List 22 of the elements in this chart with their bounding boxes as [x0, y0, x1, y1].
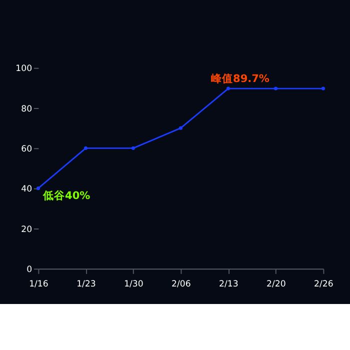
- point: [84, 146, 88, 150]
- y-tick-label: 20: [21, 224, 32, 235]
- y-tick-label: 80: [21, 104, 32, 114]
- y-tick-label: 0: [26, 265, 32, 276]
- point: [36, 186, 40, 190]
- x-tick-label: 1/23: [76, 279, 96, 290]
- x-tick-label: 1/16: [29, 279, 48, 290]
- x-tick-label: 2/06: [172, 279, 191, 290]
- point: [178, 126, 183, 130]
- annotation: 峰值89.7%: [211, 72, 270, 85]
- annotation: 低谷40%: [42, 188, 91, 202]
- x-tick-label: 2/13: [219, 279, 238, 290]
- point: [321, 86, 326, 90]
- y-tick-label: 40: [21, 184, 32, 195]
- x-tick-label: 1/30: [124, 279, 144, 290]
- point: [226, 86, 230, 90]
- point: [274, 86, 278, 90]
- x-tick-label: 2/20: [266, 279, 286, 290]
- y-tick-label: 60: [21, 144, 32, 155]
- y-tick-label: 100: [16, 64, 32, 74]
- x-tick-label: 2/26: [314, 279, 334, 290]
- point: [131, 146, 136, 150]
